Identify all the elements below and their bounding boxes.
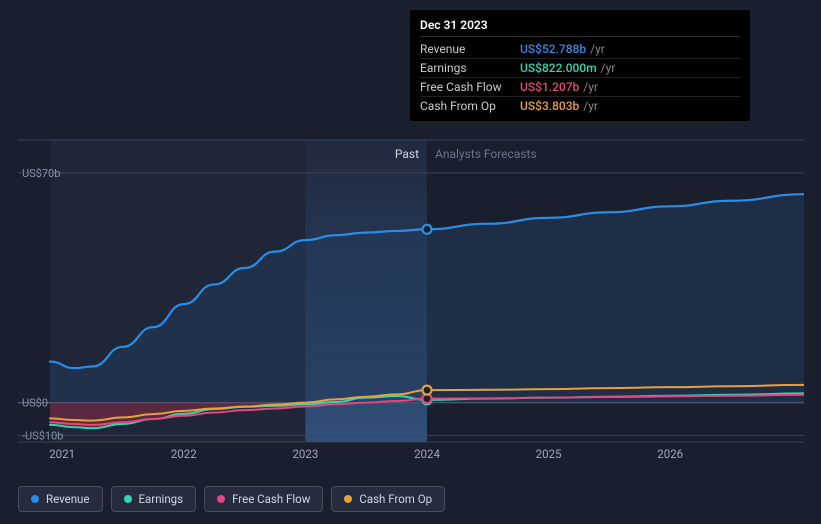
legend-item-cfo[interactable]: Cash From Op xyxy=(331,486,445,512)
svg-text:2025: 2025 xyxy=(536,447,562,461)
svg-text:2024: 2024 xyxy=(414,447,440,461)
tooltip-row-unit: /yr xyxy=(590,42,605,56)
tooltip-row-label: Cash From Op xyxy=(420,99,520,113)
svg-text:Past: Past xyxy=(395,147,419,161)
svg-text:2022: 2022 xyxy=(171,447,197,461)
tooltip-row-unit: /yr xyxy=(601,61,616,75)
svg-text:2023: 2023 xyxy=(292,447,318,461)
svg-text:2021: 2021 xyxy=(49,447,75,461)
tooltip-row: Cash From OpUS$3.803b/yr xyxy=(420,97,740,115)
legend-item-label: Cash From Op xyxy=(359,492,432,506)
legend-item-label: Free Cash Flow xyxy=(232,492,310,506)
svg-text:US$0: US$0 xyxy=(22,397,48,410)
tooltip-row-label: Earnings xyxy=(420,61,520,75)
tooltip-row: Free Cash FlowUS$1.207b/yr xyxy=(420,78,740,97)
tooltip-row-unit: /yr xyxy=(583,99,598,113)
tooltip-row: EarningsUS$822.000m/yr xyxy=(420,59,740,78)
legend-item-revenue[interactable]: Revenue xyxy=(18,486,103,512)
legend-item-label: Earnings xyxy=(139,492,184,506)
svg-text:2026: 2026 xyxy=(657,447,683,461)
tooltip-row-unit: /yr xyxy=(583,80,598,94)
tooltip-row-value: US$3.803b xyxy=(520,99,579,113)
tooltip-row-value: US$1.207b xyxy=(520,80,579,94)
legend-dot-icon xyxy=(344,495,352,503)
legend-item-label: Revenue xyxy=(46,492,90,506)
tooltip-row-value: US$822.000m xyxy=(520,61,597,75)
tooltip-row-label: Free Cash Flow xyxy=(420,80,520,94)
chart-legend: Revenue Earnings Free Cash Flow Cash From O… xyxy=(18,486,445,512)
svg-text:US$70b: US$70b xyxy=(22,167,60,180)
tooltip-row-label: Revenue xyxy=(420,42,520,56)
legend-item-fcf[interactable]: Free Cash Flow xyxy=(204,486,323,512)
tooltip-row: RevenueUS$52.788b/yr xyxy=(420,40,740,59)
legend-item-earnings[interactable]: Earnings xyxy=(111,486,197,512)
legend-dot-icon xyxy=(124,495,132,503)
legend-dot-icon xyxy=(31,495,39,503)
svg-text:-US$10b: -US$10b xyxy=(22,429,63,442)
chart-tooltip: Dec 31 2023 RevenueUS$52.788b/yrEarnings… xyxy=(410,10,750,121)
legend-dot-icon xyxy=(217,495,225,503)
tooltip-row-value: US$52.788b xyxy=(520,42,586,56)
svg-text:Analysts Forecasts: Analysts Forecasts xyxy=(435,147,537,161)
tooltip-date: Dec 31 2023 xyxy=(420,18,740,37)
